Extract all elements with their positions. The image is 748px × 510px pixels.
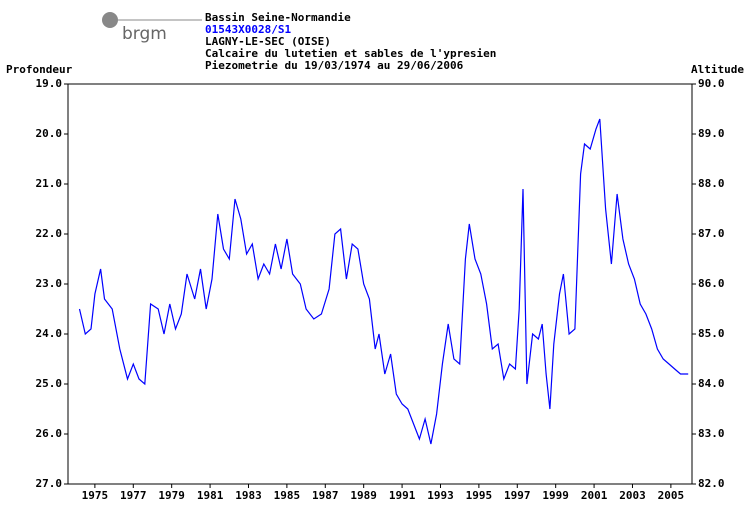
header-line: Piezometrie du 19/03/1974 au 29/06/2006	[205, 59, 464, 72]
y2-tick-label: 87.0	[698, 227, 725, 240]
y2-tick-label: 89.0	[698, 127, 725, 140]
y2-tick-label: 84.0	[698, 377, 725, 390]
y2-tick-label: 86.0	[698, 277, 725, 290]
x-tick-label: 1975	[82, 489, 109, 502]
x-tick-label: 2001	[581, 489, 608, 502]
y2-axis-label: Altitude	[691, 63, 744, 76]
x-tick-label: 2005	[658, 489, 685, 502]
header-line: Calcaire du lutetien et sables de l'ypre…	[205, 47, 496, 60]
x-tick-label: 2003	[619, 489, 646, 502]
y-tick-label: 22.0	[36, 227, 63, 240]
y2-tick-label: 85.0	[698, 327, 725, 340]
header-line: Bassin Seine-Normandie	[205, 11, 351, 24]
x-tick-label: 1979	[158, 489, 185, 502]
x-tick-label: 1989	[350, 489, 377, 502]
header-line: 01543X0028/S1	[205, 23, 291, 36]
y-tick-label: 20.0	[36, 127, 63, 140]
y2-tick-label: 88.0	[698, 177, 725, 190]
x-tick-label: 1999	[542, 489, 569, 502]
y2-tick-label: 82.0	[698, 477, 725, 490]
logo-text: brgm	[122, 24, 167, 44]
plot-frame	[67, 83, 693, 485]
series-line	[78, 118, 689, 445]
y-tick-label: 23.0	[36, 277, 63, 290]
x-tick-label: 1991	[389, 489, 416, 502]
y-tick-label: 26.0	[36, 427, 63, 440]
x-tick-label: 1985	[274, 489, 301, 502]
x-tick-label: 1987	[312, 489, 339, 502]
y-tick-label: 19.0	[36, 77, 63, 90]
y-tick-label: 27.0	[36, 477, 63, 490]
x-tick-label: 1981	[197, 489, 224, 502]
x-tick-label: 1993	[427, 489, 454, 502]
x-tick-label: 1983	[235, 489, 262, 502]
y-tick-label: 25.0	[36, 377, 63, 390]
header-line: LAGNY-LE-SEC (OISE)	[205, 35, 331, 48]
y-axis-label: Profondeur	[6, 63, 73, 76]
x-tick-label: 1997	[504, 489, 531, 502]
y2-tick-label: 90.0	[698, 77, 725, 90]
y-tick-label: 21.0	[36, 177, 63, 190]
logo-mark	[102, 12, 118, 28]
x-tick-label: 1977	[120, 489, 147, 502]
y-tick-label: 24.0	[36, 327, 63, 340]
y2-tick-label: 83.0	[698, 427, 725, 440]
x-tick-label: 1995	[466, 489, 493, 502]
